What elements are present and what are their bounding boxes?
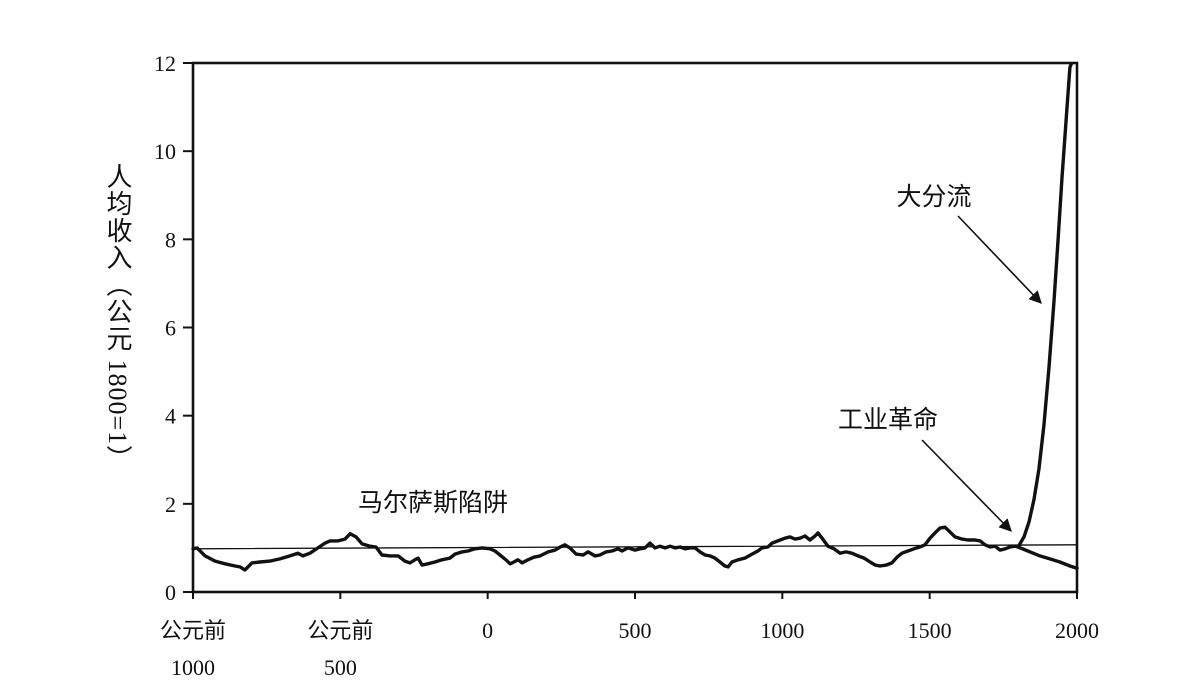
y-axis-label: 人均收入（公元 1800=1） bbox=[103, 163, 132, 473]
y-tick-label: 4 bbox=[165, 404, 176, 429]
y-tick-label: 10 bbox=[154, 139, 176, 164]
x-tick-label: 2000 bbox=[1055, 618, 1099, 643]
y-tick-label: 2 bbox=[165, 492, 176, 517]
annotation-label: 大分流 bbox=[896, 183, 971, 211]
annotation-arrow bbox=[957, 215, 1042, 304]
x-tick-label: 500 bbox=[324, 655, 357, 680]
x-tick-label: 500 bbox=[619, 618, 652, 643]
series-line-1 bbox=[191, 63, 1074, 572]
annotation-label: 工业革命 bbox=[838, 406, 938, 434]
annotation-label: 马尔萨斯陷阱 bbox=[358, 489, 508, 517]
x-tick-label: 1000 bbox=[760, 618, 804, 643]
x-tick-label: 公元前 bbox=[160, 618, 226, 643]
y-tick-label: 8 bbox=[165, 227, 176, 252]
x-tick-label: 公元前 bbox=[307, 618, 373, 643]
series-layer bbox=[191, 63, 1079, 572]
series-line-2 bbox=[1016, 545, 1079, 570]
y-tick-label: 0 bbox=[165, 580, 176, 605]
annotation-arrow bbox=[921, 439, 1012, 532]
series-line-3 bbox=[192, 544, 1078, 550]
x-tick-label: 1000 bbox=[171, 655, 215, 680]
y-tick-label: 12 bbox=[154, 51, 176, 76]
x-tick-label: 0 bbox=[482, 618, 493, 643]
x-tick-label: 1500 bbox=[908, 618, 952, 643]
plot-frame bbox=[191, 61, 1079, 594]
y-tick-label: 6 bbox=[165, 316, 176, 341]
